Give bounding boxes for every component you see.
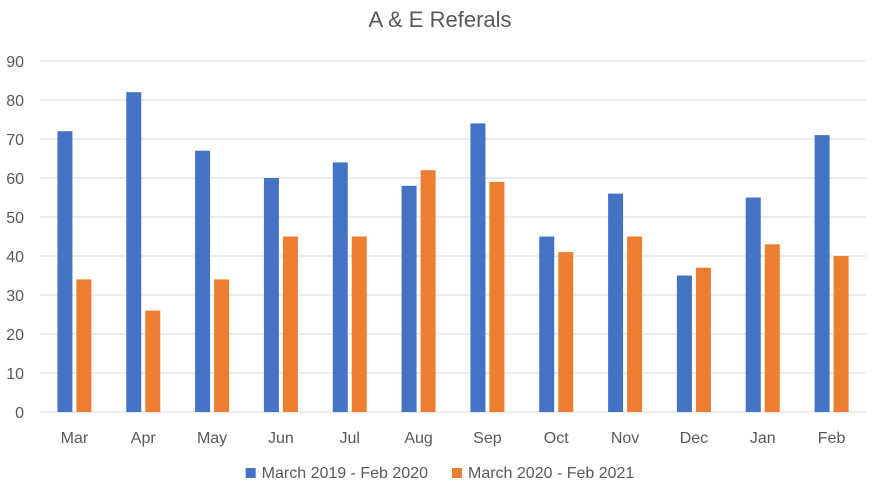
bars — [57, 92, 849, 413]
bar-series1-jan — [745, 197, 761, 412]
legend: March 2019 - Feb 2020 March 2020 - Feb 20… — [245, 465, 634, 482]
bar-series2-feb — [833, 256, 849, 412]
bar-series2-nov — [627, 236, 643, 412]
bar-series2-oct — [558, 252, 574, 412]
gridlines — [40, 60, 866, 413]
x-tick-label: Jun — [268, 430, 294, 447]
bar-series1-apr — [126, 92, 142, 412]
bar-series2-apr — [145, 310, 161, 412]
x-axis: Mar Apr May Jun Jul Aug Sep Oct Nov Dec Jan Feb — [61, 430, 846, 447]
y-axis: 0 10 20 30 40 50 60 70 80 90 — [6, 54, 24, 422]
bar-series2-dec — [695, 267, 711, 412]
y-tick-label: 0 — [15, 405, 24, 422]
x-tick-label: Apr — [131, 430, 157, 447]
x-tick-label: Nov — [611, 430, 639, 447]
x-tick-label: Sep — [473, 430, 502, 447]
bar-series2-sep — [489, 181, 505, 412]
bar-series1-nov — [608, 193, 624, 412]
legend-item-1: March 2019 - Feb 2020 — [245, 465, 428, 482]
x-tick-label: Oct — [544, 430, 569, 447]
bar-series1-feb — [814, 135, 830, 412]
legend-swatch — [452, 468, 462, 478]
legend-label: March 2019 - Feb 2020 — [262, 465, 428, 482]
y-tick-label: 20 — [6, 327, 24, 344]
y-tick-label: 60 — [6, 171, 24, 188]
x-tick-label: Feb — [818, 430, 846, 447]
bar-series2-jul — [351, 236, 367, 412]
legend-item-2: March 2020 - Feb 2021 — [452, 465, 634, 482]
bar-series2-jun — [282, 236, 298, 412]
x-tick-label: Dec — [680, 430, 708, 447]
x-tick-label: Aug — [404, 430, 432, 447]
bar-series1-jun — [263, 178, 279, 412]
x-tick-label: May — [197, 430, 227, 447]
bar-series1-jul — [332, 162, 348, 412]
bar-series1-aug — [401, 185, 417, 412]
bar-series1-dec — [676, 275, 692, 412]
y-tick-label: 50 — [6, 210, 24, 227]
bar-series1-may — [195, 150, 211, 412]
x-tick-label: Jul — [340, 430, 360, 447]
x-tick-label: Mar — [61, 430, 89, 447]
bar-series1-oct — [539, 236, 555, 412]
y-tick-label: 90 — [6, 54, 24, 71]
x-tick-label: Jan — [750, 430, 776, 447]
bar-series1-sep — [470, 123, 486, 413]
bar-series2-aug — [420, 170, 436, 412]
y-tick-label: 80 — [6, 93, 24, 110]
y-tick-label: 30 — [6, 288, 24, 305]
y-tick-label: 10 — [6, 366, 24, 383]
bar-series1-mar — [57, 131, 73, 412]
bar-series2-may — [214, 279, 230, 412]
legend-swatch — [245, 468, 256, 478]
y-tick-label: 70 — [6, 132, 24, 149]
legend-label: March 2020 - Feb 2021 — [468, 465, 634, 482]
y-tick-label: 40 — [6, 249, 24, 266]
bar-series2-mar — [76, 279, 92, 412]
bar-series2-jan — [764, 244, 780, 412]
chart-title: A & E Referals — [368, 7, 511, 32]
